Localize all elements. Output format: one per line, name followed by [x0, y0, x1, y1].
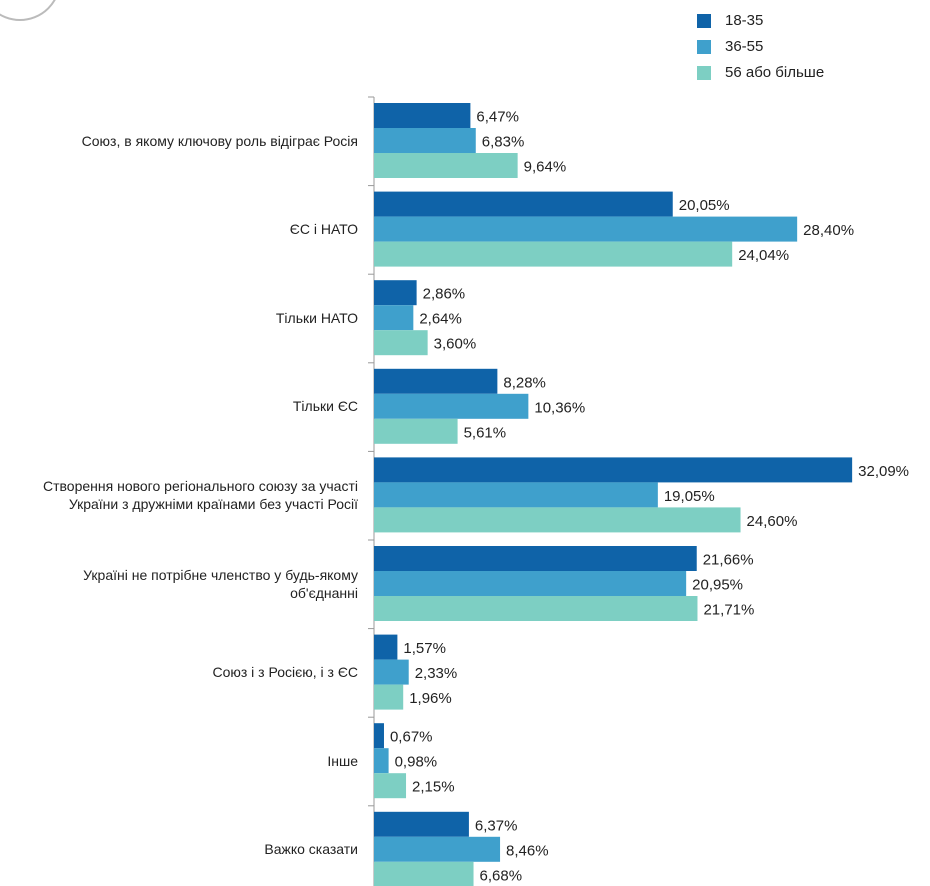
value-label: 21,66% [703, 551, 754, 568]
logo-arc [0, 0, 56, 21]
bar [374, 748, 389, 774]
bar [374, 153, 518, 178]
bar [374, 457, 853, 483]
legend-swatch [697, 66, 711, 80]
value-label: 0,67% [390, 729, 433, 746]
bar [374, 241, 733, 267]
value-label: 8,46% [506, 842, 549, 859]
bar [374, 507, 741, 533]
bar [374, 482, 658, 508]
bar [374, 546, 697, 571]
category-label: Союз і з Росією, і з ЄС [212, 664, 358, 681]
bar [374, 103, 471, 128]
legend-label: 56 або більше [725, 64, 824, 81]
value-label: 6,68% [480, 867, 523, 884]
value-label: 8,28% [503, 374, 546, 391]
bar [374, 128, 476, 153]
value-label: 19,05% [664, 488, 715, 505]
value-label: 21,71% [703, 601, 754, 618]
category-label: Україні не потрібне членство у будь-яком… [83, 566, 358, 601]
bar [374, 861, 474, 886]
category-label: Важко сказати [264, 841, 358, 858]
value-label: 20,05% [679, 197, 730, 214]
bar [374, 418, 458, 444]
value-label: 0,98% [395, 754, 438, 771]
value-label: 10,36% [534, 399, 585, 416]
value-label: 6,47% [476, 108, 519, 125]
bar [374, 571, 687, 596]
value-label: 1,57% [403, 640, 446, 657]
bar [374, 305, 414, 331]
value-label: 2,86% [423, 286, 466, 303]
legend-swatch [697, 40, 711, 54]
category-label: Союз, в якому ключову роль відіграє Росі… [81, 132, 358, 149]
bar [374, 659, 409, 685]
value-label: 1,96% [409, 690, 452, 707]
value-label: 2,64% [419, 311, 462, 328]
bar [374, 596, 698, 621]
legend-label: 36-55 [725, 38, 763, 55]
bar [374, 811, 469, 837]
value-label: 6,83% [482, 133, 525, 150]
category-label: Тільки НАТО [275, 309, 358, 326]
bar [374, 280, 417, 306]
value-label: 5,61% [464, 424, 507, 441]
value-label: 20,95% [692, 576, 743, 593]
value-label: 2,15% [412, 779, 455, 796]
value-label: 32,09% [858, 463, 909, 480]
value-label: 24,60% [747, 513, 798, 530]
category-label: ЄС і НАТО [289, 221, 358, 238]
legend-swatch [697, 14, 711, 28]
value-label: 28,40% [803, 222, 854, 239]
category-label: Інше [327, 752, 358, 769]
value-label: 9,64% [524, 158, 567, 175]
bar [374, 684, 404, 710]
bar [374, 723, 384, 749]
category-label: Створення нового регіонального союзу за … [43, 477, 358, 512]
bar [374, 393, 529, 419]
bar [374, 836, 501, 862]
value-label: 6,37% [475, 817, 518, 834]
bar [374, 330, 428, 356]
category-label: Тільки ЄС [292, 398, 358, 415]
value-label: 2,33% [415, 665, 458, 682]
value-label: 24,04% [738, 247, 789, 264]
bar [374, 634, 398, 660]
legend-label: 18-35 [725, 12, 763, 29]
bar [374, 773, 407, 799]
bar [374, 216, 798, 242]
value-label: 3,60% [434, 336, 477, 353]
bar [374, 191, 673, 217]
bar [374, 368, 498, 394]
